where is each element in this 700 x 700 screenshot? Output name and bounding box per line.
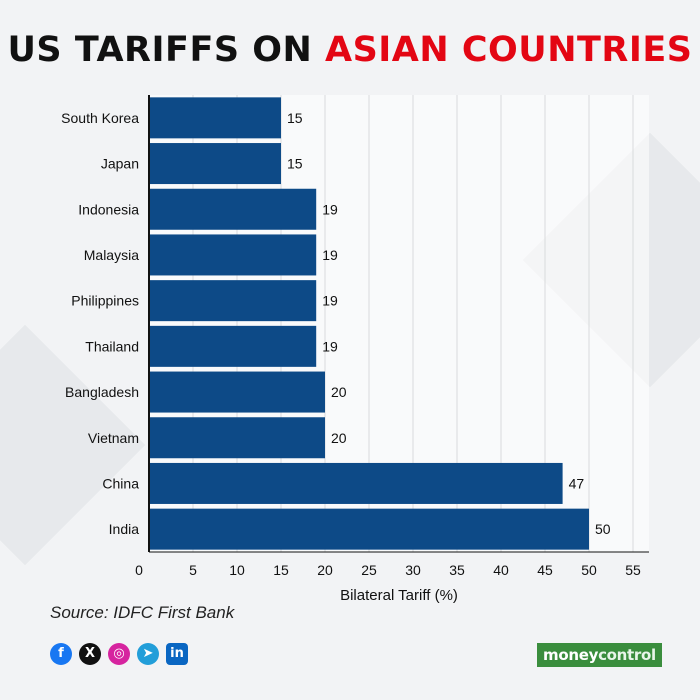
x-tick-label: 55 <box>625 562 641 578</box>
bar <box>149 280 317 322</box>
x-tick-label: 30 <box>405 562 421 578</box>
x-tick-label: 15 <box>273 562 289 578</box>
category-label: Japan <box>101 156 139 172</box>
moneycontrol-logo[interactable]: moneycontrol <box>537 643 662 667</box>
bar <box>149 325 317 367</box>
x-tick-label: 35 <box>449 562 465 578</box>
x-tick-label: 45 <box>537 562 553 578</box>
facebook-icon[interactable]: f <box>50 643 72 665</box>
x-tick-label: 50 <box>581 562 597 578</box>
bar-chart: 15 South Korea 15 Japan 19 Indonesia 19 Malaysi… <box>61 95 649 604</box>
title-main: US TARIFFS ON <box>7 30 313 70</box>
data-label: 19 <box>322 338 338 354</box>
category-label: Philippines <box>71 293 139 309</box>
data-label: 20 <box>331 384 347 400</box>
x-icon[interactable]: X <box>79 643 101 665</box>
x-tick-label: 0 <box>135 562 143 578</box>
page-title: US TARIFFS ON ASIAN COUNTRIES <box>0 30 700 70</box>
data-label: 19 <box>322 247 338 263</box>
category-label: Bangladesh <box>65 384 139 400</box>
data-label: 20 <box>331 430 347 446</box>
bar <box>149 462 563 504</box>
data-label: 15 <box>287 156 303 172</box>
source-note: Source: IDFC First Bank <box>50 603 235 622</box>
data-label: 15 <box>287 110 303 126</box>
logo-control: control <box>598 646 656 664</box>
bar <box>149 97 281 139</box>
social-links: f X ◎ ➤ in <box>50 643 188 665</box>
bar <box>149 234 317 276</box>
bar <box>149 188 317 230</box>
linkedin-icon[interactable]: in <box>166 643 188 665</box>
category-label: Malaysia <box>84 247 139 263</box>
category-label: India <box>109 521 140 537</box>
category-label: Indonesia <box>78 201 139 217</box>
x-tick-label: 10 <box>229 562 245 578</box>
x-tick-label: 5 <box>189 562 197 578</box>
x-tick-label: 20 <box>317 562 333 578</box>
x-tick-label: 40 <box>493 562 509 578</box>
category-label: Thailand <box>85 338 139 354</box>
telegram-icon[interactable]: ➤ <box>137 643 159 665</box>
bar <box>149 371 325 413</box>
data-label: 47 <box>569 475 585 491</box>
x-tick-label: 25 <box>361 562 377 578</box>
category-label: China <box>102 475 139 491</box>
logo-money: money <box>543 646 599 664</box>
data-label: 19 <box>322 293 338 309</box>
instagram-icon[interactable]: ◎ <box>108 643 130 665</box>
bar <box>149 508 589 550</box>
data-label: 19 <box>322 201 338 217</box>
title-accent: ASIAN COUNTRIES <box>324 30 693 70</box>
bar <box>149 143 281 185</box>
bar <box>149 417 325 459</box>
x-axis-title: Bilateral Tariff (%) <box>340 587 458 604</box>
category-label: Vietnam <box>88 430 139 446</box>
data-label: 50 <box>595 521 611 537</box>
category-label: South Korea <box>61 110 139 126</box>
